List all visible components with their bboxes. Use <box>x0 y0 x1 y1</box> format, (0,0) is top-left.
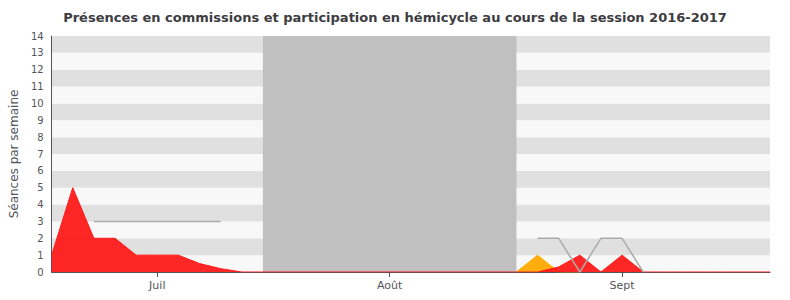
svg-text:7: 7 <box>37 149 43 160</box>
svg-text:6: 6 <box>37 165 43 176</box>
svg-text:0: 0 <box>37 267 43 278</box>
svg-text:Août: Août <box>377 279 403 292</box>
svg-text:Sept: Sept <box>610 279 636 292</box>
svg-text:Séances par semaine: Séances par semaine <box>7 90 21 219</box>
svg-text:10: 10 <box>31 98 44 109</box>
svg-text:13: 13 <box>31 47 44 58</box>
svg-text:14: 14 <box>31 31 44 42</box>
svg-text:Juil: Juil <box>148 279 165 292</box>
svg-text:5: 5 <box>37 182 43 193</box>
svg-text:9: 9 <box>37 115 43 126</box>
svg-text:4: 4 <box>37 199 43 210</box>
svg-text:1: 1 <box>37 250 43 261</box>
svg-text:11: 11 <box>31 81 44 92</box>
svg-text:Présences en commissions et pa: Présences en commissions et participatio… <box>63 10 727 25</box>
svg-text:3: 3 <box>37 216 43 227</box>
svg-text:12: 12 <box>31 64 44 75</box>
svg-text:2: 2 <box>37 233 43 244</box>
svg-text:8: 8 <box>37 132 43 143</box>
